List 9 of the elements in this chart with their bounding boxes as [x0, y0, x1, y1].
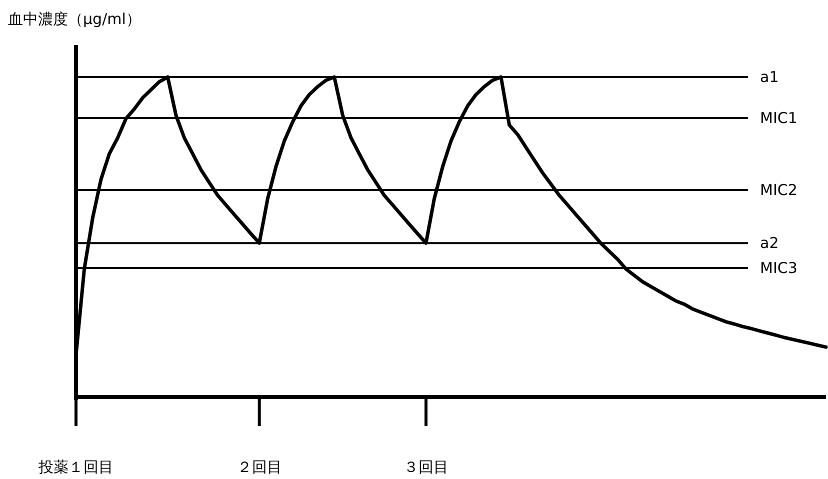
ref-line-label: MIC2 [760, 180, 798, 199]
ref-line-label: a2 [760, 234, 779, 252]
y-axis-title: 血中濃度（μg/ml） [8, 10, 141, 28]
ref-line-label: MIC1 [760, 108, 798, 127]
x-tick-label: 投薬１回目 [38, 458, 114, 476]
x-tick-label: ３回目 [404, 458, 448, 476]
ref-line-label: a1 [760, 68, 779, 86]
x-tick-label: ２回目 [236, 458, 282, 476]
ref-line-label: MIC3 [760, 259, 798, 278]
